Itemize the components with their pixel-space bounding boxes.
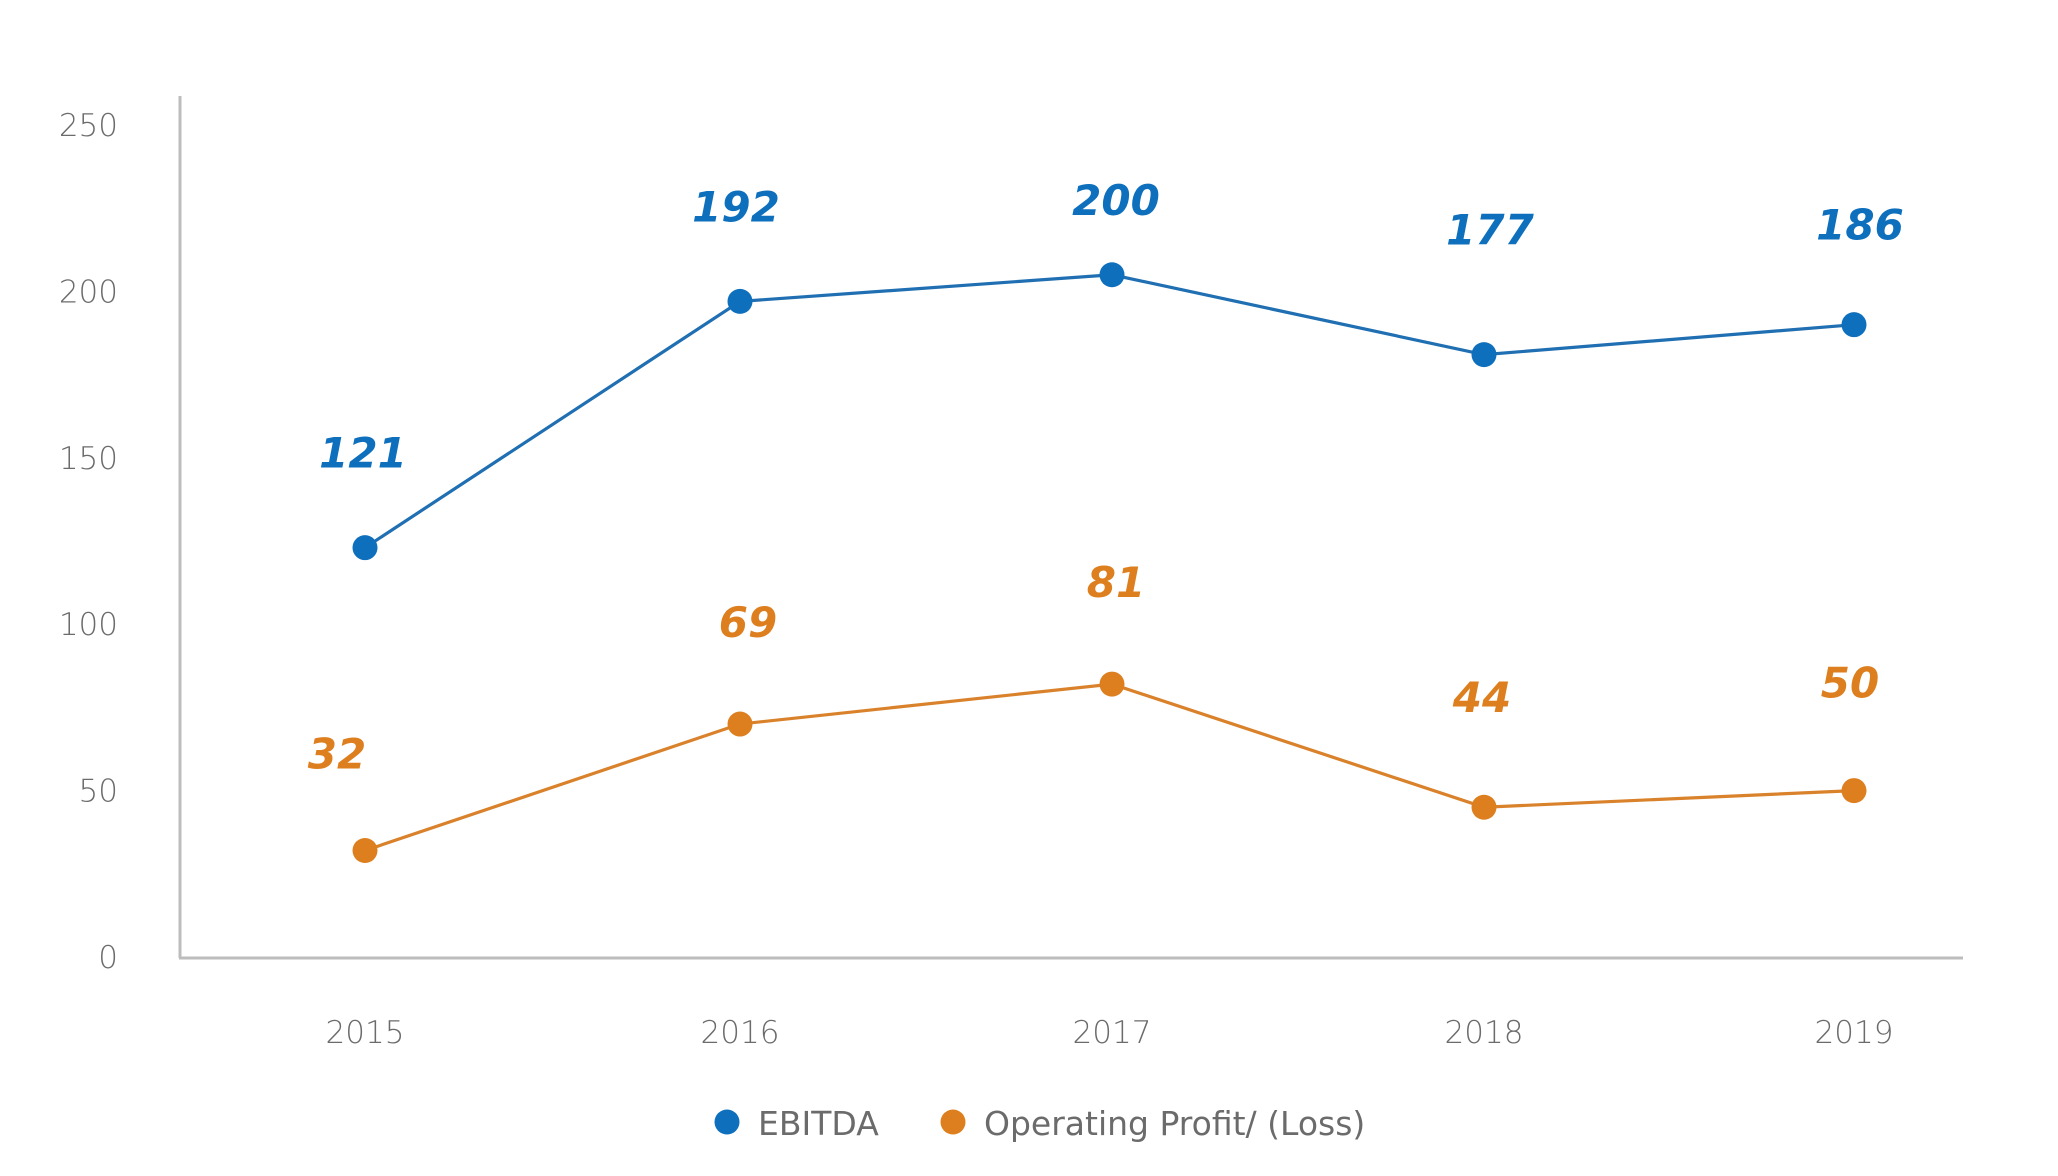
x-tick-label: 2017 (1073, 1015, 1152, 1051)
series-operating-profit (352, 671, 1867, 864)
legend-item: Operating Profit/ (Loss) (940, 1104, 1365, 1143)
legend: EBITDA Operating Profit/ (Loss) (714, 1104, 1365, 1143)
series-line (364, 682, 1855, 853)
axes (178, 96, 1963, 960)
data-label: 44 (1452, 673, 1511, 722)
x-tick-label: 2018 (1445, 1015, 1524, 1051)
y-tick-label: 0 (98, 940, 118, 976)
y-tick-label: 150 (59, 441, 118, 477)
legend-item: EBITDA (714, 1104, 879, 1143)
data-labels-layer: 121 192 200 177 186 32 69 81 44 50 (308, 176, 1904, 779)
y-tick-label: 50 (79, 774, 118, 810)
data-point (1471, 342, 1497, 368)
data-point (1841, 778, 1867, 804)
y-tick-label: 200 (59, 274, 118, 310)
data-label: 200 (1072, 176, 1160, 225)
data-label: 121 (319, 429, 407, 478)
data-point (727, 288, 753, 314)
data-point (727, 711, 753, 737)
y-tick-label: 250 (59, 108, 118, 144)
legend-label: EBITDA (758, 1104, 879, 1143)
x-tick-label: 2019 (1815, 1015, 1894, 1051)
data-label: 186 (1816, 201, 1904, 250)
legend-label: Operating Profit/ (Loss) (984, 1104, 1365, 1143)
data-point (1099, 671, 1125, 697)
data-point (1841, 312, 1867, 338)
data-label: 192 (692, 182, 780, 231)
data-label: 177 (1446, 206, 1534, 255)
data-point (352, 838, 378, 864)
y-tick-label: 100 (59, 607, 118, 643)
series-ebitda (352, 262, 1867, 561)
series-layer (352, 262, 1867, 864)
y-axis-ticks: 0 50 100 150 200 250 (59, 108, 118, 976)
data-label: 81 (1087, 558, 1145, 607)
data-point (1471, 794, 1497, 820)
data-label: 69 (719, 598, 777, 647)
data-point (352, 535, 378, 561)
legend-marker (940, 1109, 966, 1135)
data-label: 50 (1821, 659, 1879, 708)
series-line (364, 273, 1855, 549)
x-tick-label: 2016 (701, 1015, 780, 1051)
x-axis-ticks: 2015 2016 2017 2018 2019 (326, 1015, 1894, 1051)
data-label: 32 (308, 730, 366, 779)
legend-marker (714, 1109, 740, 1135)
data-point (1099, 262, 1125, 288)
x-tick-label: 2015 (326, 1015, 405, 1051)
